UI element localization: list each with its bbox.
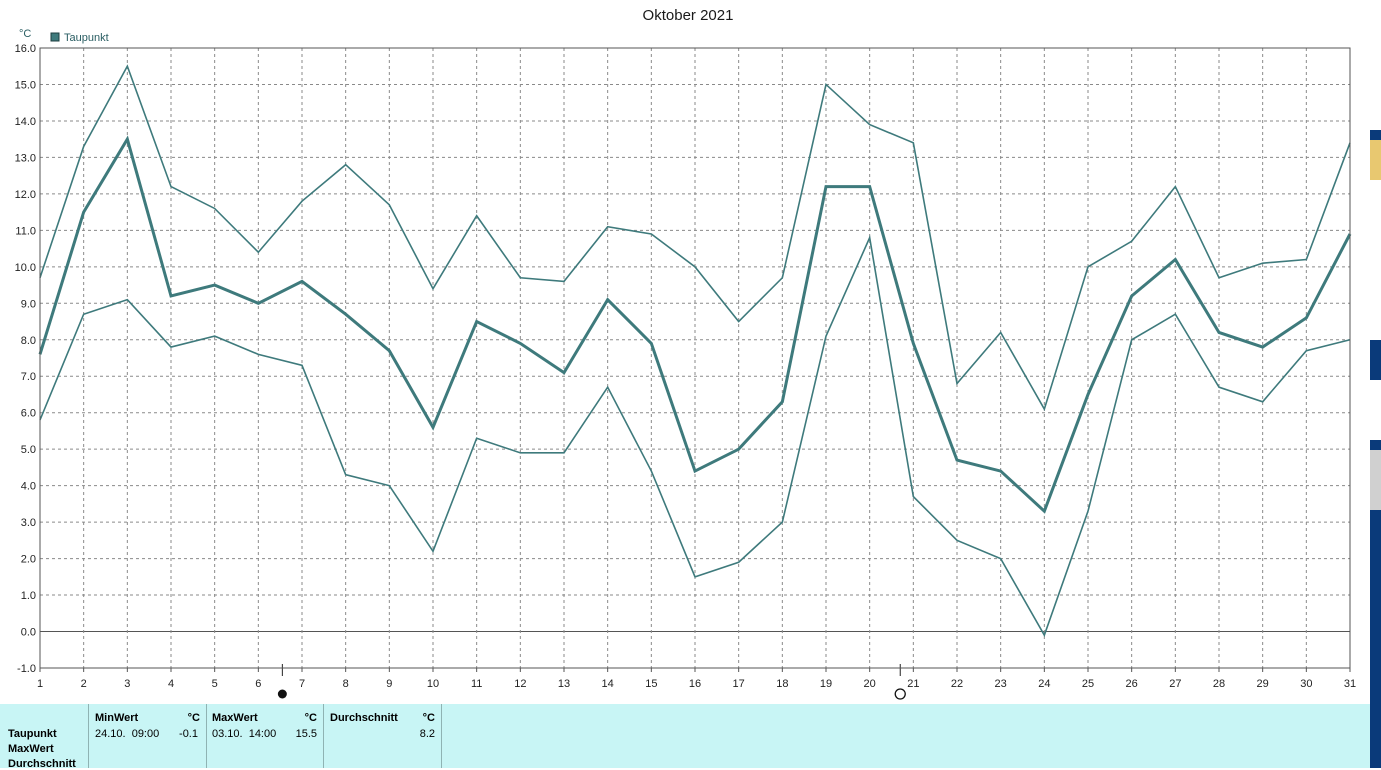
moon-phases xyxy=(277,664,906,700)
min-header: MinWert xyxy=(95,712,139,724)
x-tick-label: 15 xyxy=(645,678,657,690)
x-tick-label: 16 xyxy=(689,678,701,690)
stats-row-label: MaxWert xyxy=(8,743,54,755)
x-tick-label: 5 xyxy=(212,678,218,690)
y-tick-label: 14.0 xyxy=(15,116,36,128)
series-line-min xyxy=(39,234,1351,638)
x-tick-label: 21 xyxy=(907,678,919,690)
avg-value: 8.2 xyxy=(419,728,435,740)
y-tick-label: 13.0 xyxy=(15,152,36,164)
x-tick-label: 1 xyxy=(37,678,43,690)
x-axis-ticks: 1 2 3 4 5 6 7 8 9 10 11 12 13 14 15 16 17 18 19 20 21 22 23 24 2… xyxy=(37,668,1356,690)
y-tick-label: 8.0 xyxy=(21,335,36,347)
legend-swatch xyxy=(50,32,60,42)
x-tick-label: 20 xyxy=(864,678,876,690)
avg-column: Durchschnitt °C 8.2 xyxy=(324,704,442,768)
x-tick-label: 13 xyxy=(558,678,570,690)
x-tick-label: 9 xyxy=(386,678,392,690)
avg-unit: °C xyxy=(422,712,435,724)
x-tick-label: 31 xyxy=(1344,678,1356,690)
y-tick-label: 7.0 xyxy=(21,371,36,383)
max-value: 15.5 xyxy=(295,728,317,740)
min-value: -0.1 xyxy=(179,728,198,740)
x-tick-label: 6 xyxy=(255,678,261,690)
y-axis-ticks: -1.0 0.0 1.0 2.0 3.0 4.0 5.0 6.0 7.0 8.0 9.0 10.0 11… xyxy=(15,43,36,675)
grid xyxy=(40,47,1350,669)
x-tick-label: 8 xyxy=(343,678,349,690)
y-tick-label: 6.0 xyxy=(21,408,36,420)
x-tick-label: 19 xyxy=(820,678,832,690)
y-tick-label: 0.0 xyxy=(21,627,36,639)
min-unit: °C xyxy=(187,712,200,724)
min-column: MinWert °C 24.10. 09:00 -0.1 xyxy=(88,704,207,768)
max-header: MaxWert xyxy=(212,712,258,724)
x-tick-label: 25 xyxy=(1082,678,1094,690)
plot-frame xyxy=(39,47,1351,669)
y-tick-label: 3.0 xyxy=(21,517,36,529)
series-lines xyxy=(38,64,1352,638)
avg-header: Durchschnitt xyxy=(330,712,398,724)
y-tick-label: 5.0 xyxy=(21,444,36,456)
x-tick-label: 18 xyxy=(776,678,788,690)
chart-title: Oktober 2021 xyxy=(643,7,734,24)
y-tick-label: 2.0 xyxy=(21,554,36,566)
x-tick-label: 14 xyxy=(602,678,614,690)
new-moon-icon xyxy=(277,689,287,699)
x-tick-label: 17 xyxy=(733,678,745,690)
x-tick-label: 11 xyxy=(471,678,482,690)
y-tick-label: 4.0 xyxy=(21,481,36,493)
y-tick-label: 16.0 xyxy=(15,43,36,55)
x-tick-label: 29 xyxy=(1257,678,1269,690)
x-tick-label: 4 xyxy=(168,678,174,690)
y-tick-label: 10.0 xyxy=(15,262,36,274)
x-tick-label: 12 xyxy=(514,678,526,690)
x-tick-label: 30 xyxy=(1300,678,1312,690)
x-tick-label: 24 xyxy=(1038,678,1050,690)
x-tick-label: 26 xyxy=(1126,678,1138,690)
x-tick-label: 2 xyxy=(81,678,87,690)
y-unit-label: °C xyxy=(19,28,31,40)
statistics-panel: Taupunkt MaxWert Durchschnitt MinWert °C… xyxy=(0,704,1370,770)
legend-label: Taupunkt xyxy=(64,32,109,44)
full-moon-icon xyxy=(894,688,906,700)
x-tick-label: 22 xyxy=(951,678,963,690)
x-tick-label: 28 xyxy=(1213,678,1225,690)
y-tick-label: 12.0 xyxy=(15,189,36,201)
x-tick-label: 3 xyxy=(124,678,130,690)
min-date: 24.10. 09:00 xyxy=(95,728,160,740)
background-window-strip xyxy=(1370,0,1381,768)
x-tick-label: 7 xyxy=(299,678,305,690)
max-unit: °C xyxy=(304,712,317,724)
y-tick-label: 15.0 xyxy=(15,79,36,91)
dewpoint-chart: Oktober 2021 °C Taupunkt -1.0 0.0 1.0 2.0 3.… xyxy=(15,7,1356,700)
x-tick-label: 23 xyxy=(995,678,1007,690)
x-tick-label: 10 xyxy=(427,678,439,690)
stats-row-label: Durchschnitt xyxy=(8,758,76,770)
max-column: MaxWert °C 03.10. 14:00 15.5 xyxy=(206,704,324,768)
max-date: 03.10. 14:00 xyxy=(212,728,277,740)
stats-row-label: Taupunkt xyxy=(8,728,57,740)
series-line-max xyxy=(39,64,1351,412)
y-tick-label: 9.0 xyxy=(21,298,36,310)
y-tick-label: -1.0 xyxy=(17,663,36,675)
y-tick-label: 1.0 xyxy=(21,590,36,602)
x-tick-label: 27 xyxy=(1169,678,1181,690)
series-line-mean xyxy=(38,135,1352,514)
y-tick-label: 11.0 xyxy=(15,225,36,237)
